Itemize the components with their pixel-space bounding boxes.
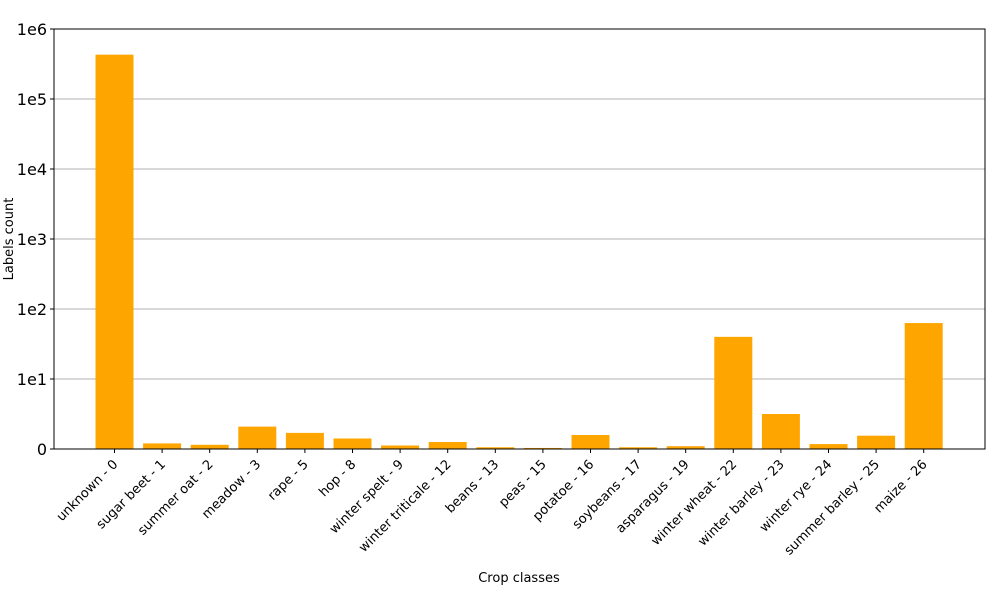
bar bbox=[571, 435, 610, 449]
y-tick-label: 0 bbox=[37, 440, 47, 459]
bar bbox=[238, 426, 277, 449]
bar bbox=[190, 444, 229, 449]
y-tick-label: 1e3 bbox=[17, 230, 47, 249]
x-tick-label: winter barley - 23 bbox=[696, 457, 788, 549]
y-tick-label: 1e4 bbox=[17, 160, 47, 179]
bar bbox=[381, 445, 420, 449]
x-tick-label: winter wheat - 22 bbox=[649, 457, 741, 549]
bar bbox=[143, 443, 182, 449]
y-tick-label: 1e2 bbox=[17, 300, 47, 319]
x-tick-label: hop - 8 bbox=[316, 457, 359, 500]
bars bbox=[95, 54, 943, 450]
bar bbox=[809, 444, 848, 449]
y-axis-label: Labels count bbox=[2, 198, 17, 281]
x-tick-label: summer barley - 25 bbox=[782, 457, 883, 558]
y-tick-label: 1e5 bbox=[17, 90, 47, 109]
bar bbox=[904, 323, 943, 449]
bar bbox=[761, 414, 800, 449]
grid-lines bbox=[54, 98, 985, 380]
x-tick-label: rape - 5 bbox=[265, 457, 312, 504]
bar bbox=[857, 435, 896, 449]
y-tick-label: 1e6 bbox=[17, 20, 47, 39]
x-axis-label: Crop classes bbox=[478, 571, 560, 586]
bar bbox=[523, 447, 562, 449]
bar bbox=[476, 447, 515, 449]
y-axis-ticks: 0 1e1 1e2 1e3 1e4 1e5 1e6 bbox=[17, 20, 54, 459]
bar bbox=[666, 446, 705, 449]
x-tick-label: winter triticale - 12 bbox=[356, 457, 454, 555]
bar bbox=[619, 447, 658, 449]
bar bbox=[714, 336, 753, 449]
bar bbox=[428, 442, 467, 449]
bar bbox=[333, 438, 372, 449]
bar bbox=[285, 432, 324, 449]
bar bbox=[95, 54, 134, 450]
y-tick-label: 1e1 bbox=[17, 370, 47, 389]
